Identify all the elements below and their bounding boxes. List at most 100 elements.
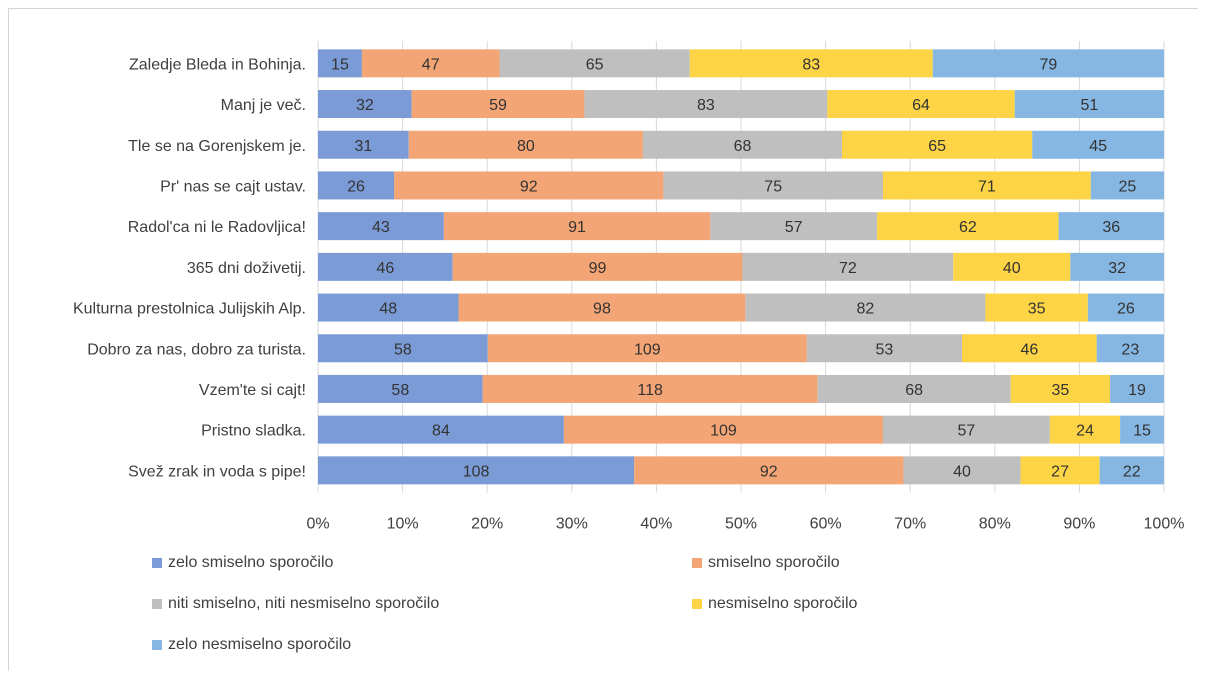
chart-frame — [8, 8, 1198, 671]
bar-segment — [1058, 212, 1164, 241]
bar-segment — [1010, 374, 1111, 403]
bar-segment — [1070, 252, 1164, 281]
data-label: 58 — [394, 341, 412, 358]
bar-segment — [318, 130, 409, 159]
category-label: Vzem'te si cajt! — [199, 382, 306, 399]
bar-segment — [318, 456, 635, 485]
data-label: 22 — [1123, 463, 1141, 480]
x-tick-label: 20% — [471, 516, 503, 533]
data-label: 65 — [928, 138, 946, 155]
bar-segment — [318, 415, 564, 444]
bar-segment — [1087, 293, 1164, 322]
legend-item: nesmiselno sporočilo — [692, 595, 857, 613]
category-label: Pristno sladka. — [201, 423, 306, 440]
data-label: 83 — [802, 56, 820, 73]
data-label: 79 — [1039, 56, 1057, 73]
legend-item: smiselno sporočilo — [692, 554, 840, 572]
bar-segment — [563, 415, 883, 444]
data-label: 91 — [568, 219, 586, 236]
data-label: 40 — [1003, 260, 1021, 277]
bar-segment — [1120, 415, 1164, 444]
data-label: 26 — [347, 178, 365, 195]
bar-segment — [642, 130, 842, 159]
bar-segment — [318, 90, 412, 119]
bar-segment — [689, 49, 933, 78]
legend-item: niti smiselno, niti nesmiselno sporočilo — [152, 595, 439, 613]
legend-swatch — [152, 558, 162, 568]
legend-swatch — [152, 599, 162, 609]
bar-segment — [452, 252, 743, 281]
data-label: 23 — [1121, 341, 1139, 358]
bar-segment — [742, 252, 954, 281]
bar-segment — [841, 130, 1033, 159]
data-label: 31 — [354, 138, 372, 155]
data-label: 57 — [785, 219, 803, 236]
data-label: 19 — [1128, 382, 1146, 399]
data-label: 32 — [356, 97, 374, 114]
legend-label: nesmiselno sporočilo — [708, 595, 858, 612]
category-label: Svež zrak in voda s pipe! — [128, 463, 306, 480]
bar-segment — [1096, 334, 1164, 363]
category-label: Tle se na Gorenjskem je. — [128, 138, 306, 155]
legend-swatch — [692, 558, 702, 568]
data-label: 15 — [331, 56, 349, 73]
data-label: 99 — [589, 260, 607, 277]
data-label: 80 — [517, 138, 535, 155]
bar-segment — [1099, 456, 1164, 485]
bar-segment — [318, 212, 444, 241]
data-label: 92 — [760, 463, 778, 480]
data-label: 36 — [1102, 219, 1120, 236]
bar-segment — [985, 293, 1088, 322]
data-label: 26 — [1117, 301, 1135, 318]
data-label: 51 — [1080, 97, 1098, 114]
bar-segment — [318, 293, 459, 322]
bar-segment — [1049, 415, 1121, 444]
bar-segment — [482, 374, 818, 403]
bar-segment — [458, 293, 746, 322]
data-label: 46 — [1020, 341, 1038, 358]
category-label: Kulturna prestolnica Julijskih Alp. — [73, 301, 306, 318]
x-tick-label: 40% — [640, 516, 672, 533]
data-label: 108 — [463, 463, 490, 480]
category-label: Manj je več. — [221, 97, 306, 114]
legend-item: zelo smiselno sporočilo — [152, 554, 333, 572]
x-tick-label: 100% — [1144, 516, 1185, 533]
legend-label: niti smiselno, niti nesmiselno sporočilo — [168, 595, 440, 612]
data-label: 35 — [1028, 301, 1046, 318]
bar-segment — [710, 212, 878, 241]
bar-segment — [1032, 130, 1164, 159]
x-tick-label: 30% — [556, 516, 588, 533]
bar-segment — [584, 90, 828, 119]
data-label: 84 — [432, 423, 450, 440]
legend-label: zelo nesmiselno sporočilo — [168, 636, 352, 653]
data-label: 109 — [634, 341, 661, 358]
data-label: 118 — [637, 382, 663, 399]
bar-segment — [827, 90, 1015, 119]
bar-segment — [634, 456, 904, 485]
bar-segment — [817, 374, 1011, 403]
bar-segment — [1020, 456, 1100, 485]
data-label: 68 — [734, 138, 752, 155]
data-label: 45 — [1089, 138, 1107, 155]
bar-segment — [499, 49, 690, 78]
bar-segment — [663, 171, 883, 200]
bar-segment — [408, 130, 643, 159]
data-label: 27 — [1051, 463, 1069, 480]
legend-label: smiselno sporočilo — [708, 554, 840, 571]
data-label: 68 — [905, 382, 923, 399]
bar-segment — [318, 374, 483, 403]
bar-segment — [318, 171, 395, 200]
legend-swatch — [692, 599, 702, 609]
data-label: 53 — [876, 341, 894, 358]
data-label: 48 — [379, 301, 397, 318]
data-label: 40 — [953, 463, 971, 480]
data-label: 71 — [978, 178, 996, 195]
bar-segment — [962, 334, 1097, 363]
x-tick-label: 80% — [979, 516, 1011, 533]
bar-segment — [882, 171, 1091, 200]
data-label: 59 — [489, 97, 507, 114]
bar-segment — [932, 49, 1164, 78]
bar-segment — [318, 252, 453, 281]
